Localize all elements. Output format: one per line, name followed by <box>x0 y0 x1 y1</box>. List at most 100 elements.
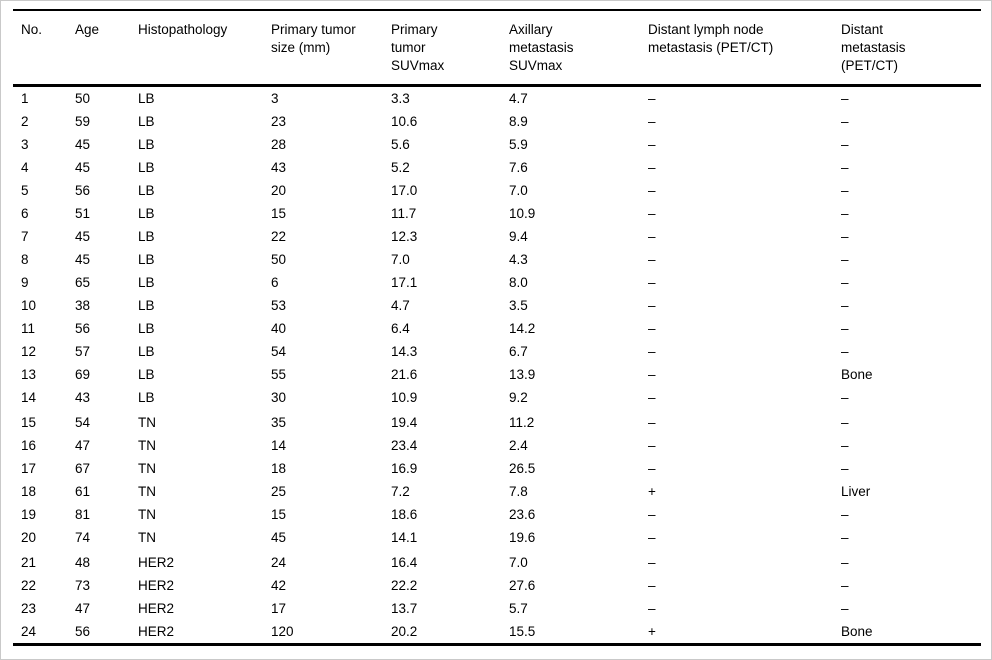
cell-histopathology: LB <box>138 344 155 359</box>
cell-distant_metastasis: – <box>841 578 849 593</box>
cell-age: 56 <box>75 183 91 198</box>
table-row: 12 57 LB 54 14.3 6.7 – – <box>13 340 981 363</box>
cell-axillary_metastasis_suvmax: 10.9 <box>509 206 536 221</box>
cell-primary_tumor_size_mm: 28 <box>271 137 287 152</box>
table-row: 2 59 LB 23 10.6 8.9 – – <box>13 110 981 133</box>
cell-distant_metastasis: – <box>841 438 849 453</box>
cell-distant_metastasis: – <box>841 415 849 430</box>
cell-primary_tumor_size_mm: 15 <box>271 206 287 221</box>
cell-age: 56 <box>75 624 91 639</box>
cell-primary_tumor_suvmax: 14.1 <box>391 530 418 545</box>
cell-no: 2 <box>21 114 29 129</box>
cell-histopathology: HER2 <box>138 601 175 616</box>
cell-no: 10 <box>21 298 37 313</box>
cell-distant_lymph_node_metastasis: – <box>648 229 656 244</box>
cell-primary_tumor_size_mm: 35 <box>271 415 287 430</box>
cell-age: 45 <box>75 137 91 152</box>
table-row: 3 45 LB 28 5.6 5.9 – – <box>13 133 981 156</box>
cell-no: 24 <box>21 624 37 639</box>
cell-primary_tumor_suvmax: 23.4 <box>391 438 418 453</box>
cell-distant_metastasis: – <box>841 206 849 221</box>
table-row: 22 73 HER2 42 22.2 27.6 – – <box>13 574 981 597</box>
cell-age: 56 <box>75 321 91 336</box>
cell-no: 4 <box>21 160 29 175</box>
cell-histopathology: TN <box>138 461 156 476</box>
cell-no: 1 <box>21 91 29 106</box>
cell-distant_metastasis: – <box>841 275 849 290</box>
cell-distant_metastasis: – <box>841 555 849 570</box>
cell-age: 45 <box>75 252 91 267</box>
cell-age: 48 <box>75 555 91 570</box>
cell-primary_tumor_suvmax: 7.0 <box>391 252 410 267</box>
cell-primary_tumor_size_mm: 43 <box>271 160 287 175</box>
cell-no: 21 <box>21 555 37 570</box>
cell-histopathology: LB <box>138 229 155 244</box>
cell-axillary_metastasis_suvmax: 26.5 <box>509 461 536 476</box>
cell-primary_tumor_suvmax: 14.3 <box>391 344 418 359</box>
cell-histopathology: HER2 <box>138 624 175 639</box>
cell-distant_metastasis: – <box>841 137 849 152</box>
cell-no: 22 <box>21 578 37 593</box>
table-body: 1 50 LB 3 3.3 4.7– –2 59 LB 23 10.6 8.9– –3 45 LB 28 5.6… <box>13 86 981 645</box>
cell-no: 5 <box>21 183 29 198</box>
cell-primary_tumor_size_mm: 25 <box>271 484 287 499</box>
table-row: 18 61 TN 25 7.2 7.8 + Liver <box>13 480 981 503</box>
cell-primary_tumor_suvmax: 13.7 <box>391 601 418 616</box>
table-row: 6 51 LB 15 11.7 10.9 – – <box>13 202 981 225</box>
cell-axillary_metastasis_suvmax: 23.6 <box>509 507 536 522</box>
cell-age: 43 <box>75 390 91 405</box>
cell-distant_lymph_node_metastasis: – <box>648 298 656 313</box>
cell-distant_metastasis: – <box>841 160 849 175</box>
cell-distant_metastasis: – <box>841 298 849 313</box>
cell-axillary_metastasis_suvmax: 7.0 <box>509 555 528 570</box>
cell-histopathology: LB <box>138 160 155 175</box>
cell-histopathology: HER2 <box>138 555 175 570</box>
cell-primary_tumor_suvmax: 3.3 <box>391 91 410 106</box>
cell-primary_tumor_suvmax: 4.7 <box>391 298 410 313</box>
column-header-age: Age <box>75 22 100 37</box>
cell-primary_tumor_size_mm: 54 <box>271 344 287 359</box>
cell-age: 65 <box>75 275 91 290</box>
cell-no: 15 <box>21 415 37 430</box>
cell-histopathology: LB <box>138 321 155 336</box>
column-header-axillary_metastasis_suvmax: Axillary metastasis SUVmax <box>509 22 574 73</box>
column-header-distant_metastasis: Distant metastasis (PET/CT) <box>841 22 906 73</box>
cell-axillary_metastasis_suvmax: 5.9 <box>509 137 528 152</box>
cell-distant_metastasis: – <box>841 183 849 198</box>
cell-histopathology: LB <box>138 91 155 106</box>
cell-distant_lymph_node_metastasis: – <box>648 91 656 106</box>
cell-primary_tumor_suvmax: 17.0 <box>391 183 418 198</box>
cell-age: 57 <box>75 344 91 359</box>
cell-axillary_metastasis_suvmax: 9.4 <box>509 229 528 244</box>
cell-histopathology: LB <box>138 298 155 313</box>
cell-age: 38 <box>75 298 91 313</box>
cell-histopathology: LB <box>138 275 155 290</box>
cell-histopathology: LB <box>138 183 155 198</box>
cell-distant_lymph_node_metastasis: – <box>648 578 656 593</box>
cell-axillary_metastasis_suvmax: 8.9 <box>509 114 528 129</box>
cell-distant_lymph_node_metastasis: – <box>648 601 656 616</box>
cell-distant_metastasis: – <box>841 321 849 336</box>
cell-primary_tumor_suvmax: 19.4 <box>391 415 418 430</box>
cell-age: 51 <box>75 206 91 221</box>
column-header-primary_tumor_suvmax: Primary tumor SUVmax <box>391 22 445 73</box>
cell-age: 54 <box>75 415 91 430</box>
cell-axillary_metastasis_suvmax: 4.3 <box>509 252 528 267</box>
cell-age: 73 <box>75 578 91 593</box>
cell-primary_tumor_size_mm: 24 <box>271 555 287 570</box>
cell-no: 11 <box>21 321 36 336</box>
cell-age: 61 <box>75 484 91 499</box>
cell-distant_metastasis: – <box>841 114 849 129</box>
cell-distant_lymph_node_metastasis: – <box>648 183 656 198</box>
cell-distant_metastasis: – <box>841 229 849 244</box>
cell-primary_tumor_suvmax: 20.2 <box>391 624 418 639</box>
cell-axillary_metastasis_suvmax: 3.5 <box>509 298 528 313</box>
table-row: 11 56 LB 40 6.4 14.2 – – <box>13 317 981 340</box>
cell-age: 50 <box>75 91 91 106</box>
table-row: 10 38 LB 53 4.7 3.5 – – <box>13 294 981 317</box>
cell-primary_tumor_size_mm: 17 <box>271 601 287 616</box>
column-header-primary_tumor_size_mm: Primary tumor size (mm) <box>271 22 356 55</box>
cell-primary_tumor_suvmax: 5.6 <box>391 137 410 152</box>
cell-age: 69 <box>75 367 91 382</box>
